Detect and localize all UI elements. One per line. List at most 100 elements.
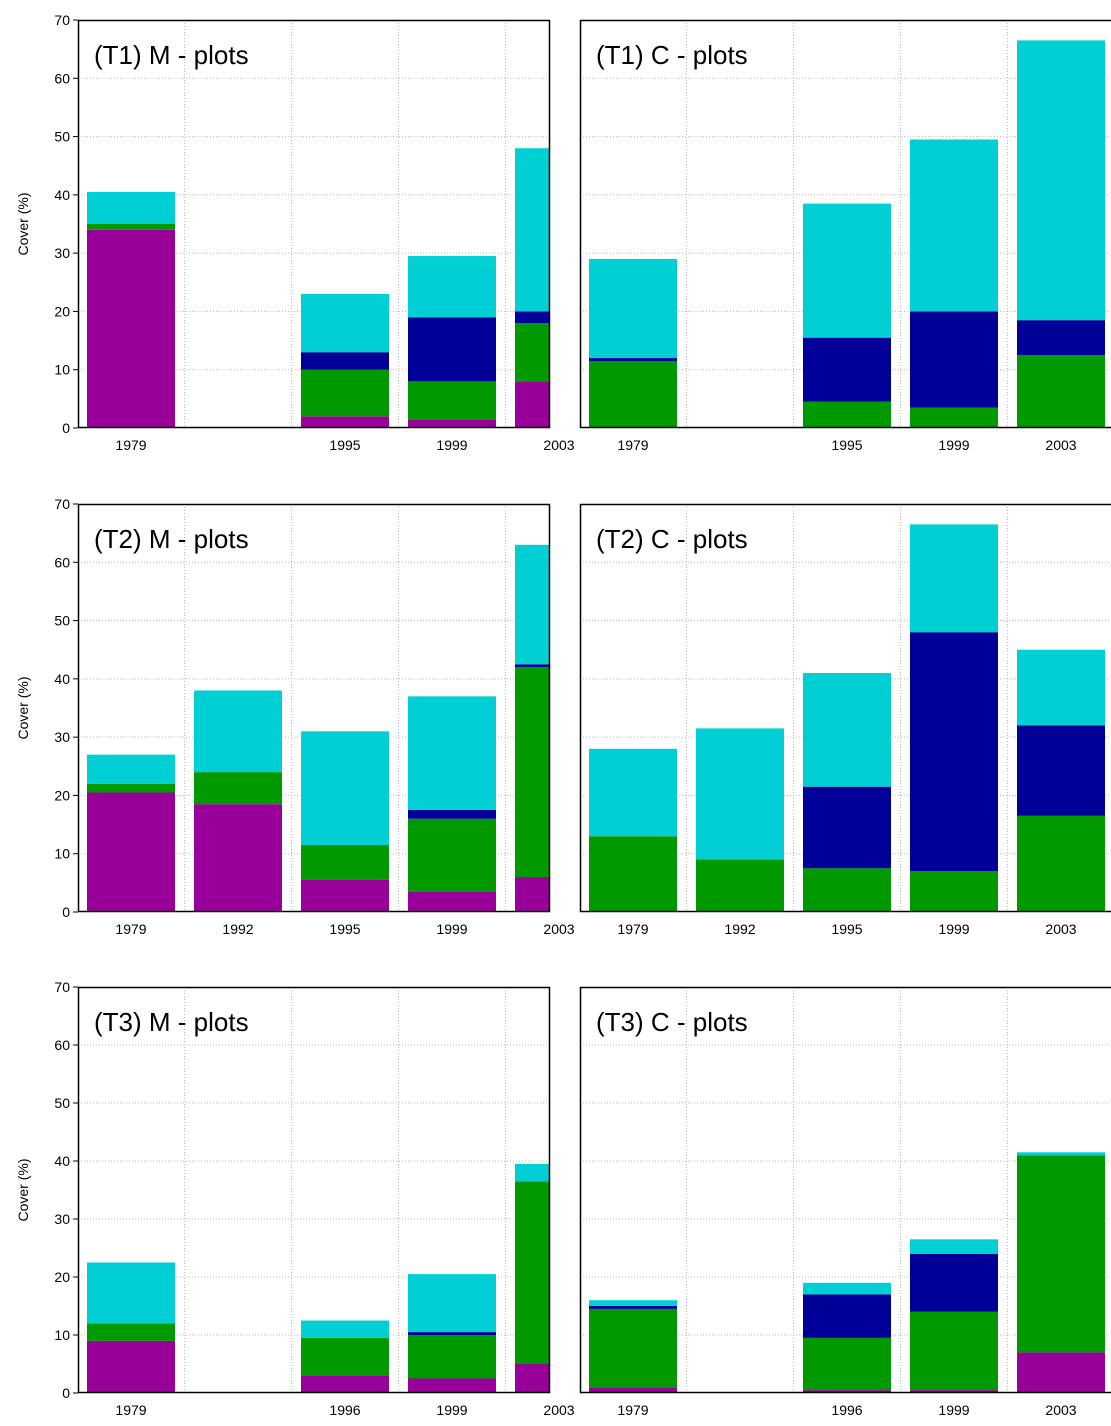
bar-segment-navy [589, 1306, 677, 1309]
x-tick-label: 1979 [617, 437, 648, 453]
bar-segment-navy [589, 358, 677, 361]
bar-segment-navy [301, 352, 389, 370]
x-tick-label: 1979 [115, 1402, 146, 1418]
chart-panel-1: 0 10 20 30 40 50 60 70 1979 1995 1999 2003 Cover (%)… [15, 12, 575, 453]
bar-segment-cyan [1017, 649, 1105, 726]
bar-segment-cyan [803, 1282, 891, 1295]
bar-segment-cyan [589, 258, 677, 359]
bar-segment-green [301, 369, 389, 417]
y-tick-label: 0 [62, 904, 70, 920]
bar-segment-purple [87, 229, 175, 428]
plot-frame [579, 986, 1111, 1394]
bar-segment-green [589, 1308, 677, 1388]
chart-panel-2: 1979 1995 1999 2003 (T1) C - plots [579, 19, 1111, 453]
y-tick-label: 40 [54, 187, 70, 203]
y-tick-label: 70 [54, 12, 70, 28]
bar-segment-green [87, 224, 175, 230]
panel-title: (T1) C - plots [596, 40, 748, 70]
x-tick-label: 2003 [543, 1402, 574, 1418]
x-tick-label: 1992 [724, 921, 755, 937]
bar-segment-cyan [515, 544, 550, 665]
bars [589, 40, 1105, 428]
bar-segment-navy [803, 1294, 891, 1338]
bar-segment-green [408, 381, 496, 420]
y-axis-label: Cover (%) [15, 676, 31, 739]
bar-segment-purple [1017, 1352, 1105, 1393]
panel-title: (T2) C - plots [596, 524, 748, 554]
bar-segment-cyan [515, 148, 550, 312]
bar-segment-cyan [910, 524, 998, 633]
bar-segment-cyan [910, 139, 998, 312]
y-tick-label: 10 [54, 1327, 70, 1343]
x-tick-label: 1995 [329, 437, 360, 453]
x-tick-label: 1996 [329, 1402, 360, 1418]
y-tick-label: 60 [54, 1037, 70, 1053]
bar-segment-green [515, 667, 550, 878]
bar-segment-navy [1017, 320, 1105, 356]
bars [87, 544, 550, 912]
y-tick-label: 20 [54, 787, 70, 803]
x-tick-label: 1992 [222, 921, 253, 937]
y-tick-label: 50 [54, 1095, 70, 1111]
bar-segment-green [803, 401, 891, 428]
gridlines [580, 20, 1111, 428]
x-tick-label: 2003 [543, 921, 574, 937]
chart-panel-3: 0 10 20 30 40 50 60 70 1979 1992 1995 1999 2003 Cover… [15, 496, 575, 937]
x-tick-label: 1999 [938, 437, 969, 453]
x-tick-label: 1995 [831, 921, 862, 937]
bar-segment-green [515, 1181, 550, 1364]
bar-segment-purple [803, 1390, 891, 1393]
bar-segment-purple [515, 1364, 550, 1393]
panel-title: (T3) M - plots [94, 1007, 249, 1037]
x-tick-label: 2003 [1045, 1402, 1076, 1418]
bar-segment-purple [87, 1340, 175, 1393]
bar-segment-purple [589, 1387, 677, 1393]
bar-segment-navy [910, 311, 998, 408]
bar-segment-cyan [408, 1274, 496, 1333]
bar-segment-cyan [194, 690, 282, 773]
bar-segment-green [696, 859, 784, 912]
x-tick-label: 1996 [831, 1402, 862, 1418]
y-tick-label: 30 [54, 245, 70, 261]
bar-segment-green [1017, 815, 1105, 912]
y-tick-label: 50 [54, 129, 70, 145]
bar-segment-green [194, 772, 282, 805]
y-tick-label: 50 [54, 613, 70, 629]
x-tick-label: 1979 [617, 921, 648, 937]
bar-segment-green [910, 1311, 998, 1391]
panel-title: (T3) C - plots [596, 1007, 748, 1037]
bar-segment-purple [515, 381, 550, 428]
plot-frame [579, 19, 1111, 429]
bar-segment-green [408, 818, 496, 892]
bar-segment-purple [408, 1378, 496, 1393]
bar-segment-purple [408, 891, 496, 912]
plot-frame [77, 19, 551, 429]
bar-segment-navy [408, 317, 496, 382]
bar-segment-cyan [301, 731, 389, 845]
bar-segment-navy [408, 1332, 496, 1335]
x-tick-label: 1999 [938, 1402, 969, 1418]
bar-segment-purple [87, 792, 175, 912]
x-tick-label: 1995 [329, 921, 360, 937]
y-tick-label: 70 [54, 979, 70, 995]
y-tick-label: 30 [54, 729, 70, 745]
bar-segment-green [1017, 1155, 1105, 1353]
bar-segment-purple [301, 879, 389, 912]
y-tick-label: 60 [54, 554, 70, 570]
bar-segment-navy [515, 664, 550, 668]
x-tick-label: 1979 [115, 437, 146, 453]
bar-segment-green [589, 360, 677, 428]
bar-segment-navy [910, 1253, 998, 1312]
y-axis-label: Cover (%) [15, 1158, 31, 1221]
y-tick-label: 30 [54, 1211, 70, 1227]
x-tick-label: 1979 [617, 1402, 648, 1418]
x-tick-label: 2003 [1045, 921, 1076, 937]
x-tick-label: 2003 [543, 437, 574, 453]
bar-segment-green [515, 323, 550, 382]
bar-segment-green [1017, 355, 1105, 428]
bar-segment-green [803, 1337, 891, 1391]
bar-segment-cyan [803, 673, 891, 787]
bar-segment-navy [1017, 725, 1105, 816]
y-tick-label: 10 [54, 362, 70, 378]
